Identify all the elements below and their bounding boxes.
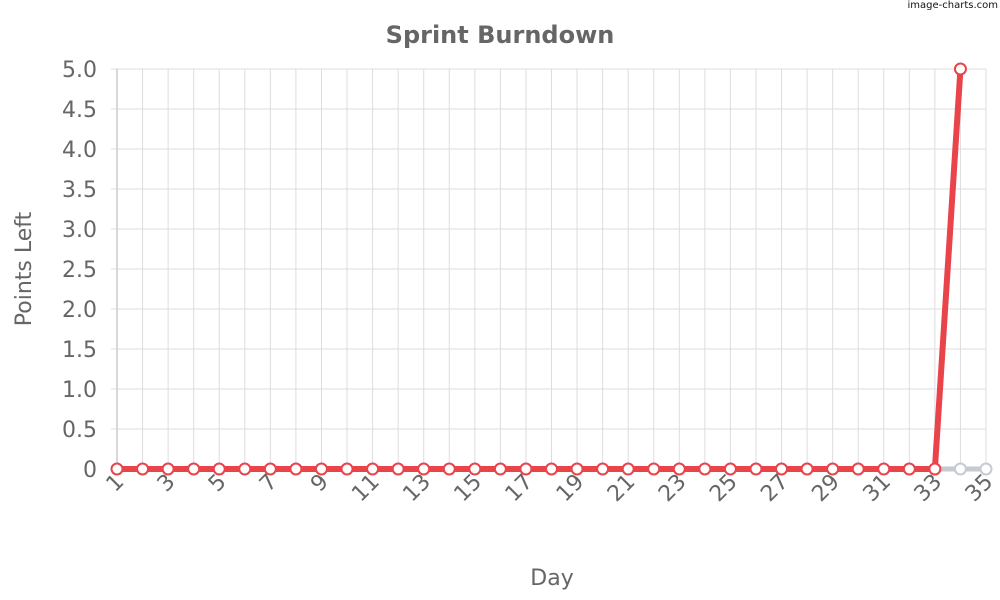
y-tick-label: 0 bbox=[83, 458, 97, 483]
data-point-actual bbox=[442, 462, 456, 476]
x-tick-label: 23 bbox=[654, 470, 691, 507]
data-point-actual bbox=[212, 462, 226, 476]
data-point-actual bbox=[596, 462, 610, 476]
data-point-actual bbox=[800, 462, 814, 476]
x-tick-label: 31 bbox=[859, 470, 896, 507]
x-axis-title: Day bbox=[530, 566, 573, 591]
data-point-actual bbox=[647, 462, 661, 476]
data-point-actual bbox=[851, 462, 865, 476]
series-line-actual bbox=[117, 68, 964, 472]
x-tick-label: 17 bbox=[501, 470, 538, 507]
x-tick-label: 19 bbox=[552, 470, 589, 507]
y-axis-title: Points Left bbox=[12, 211, 37, 326]
data-point-actual bbox=[187, 462, 201, 476]
x-tick-label: 33 bbox=[910, 470, 947, 507]
data-point-actual bbox=[672, 462, 686, 476]
y-tick-label: 5.0 bbox=[62, 58, 97, 83]
data-point-actual bbox=[902, 462, 916, 476]
chart-title: Sprint Burndown bbox=[386, 21, 615, 49]
x-tick-label: 25 bbox=[705, 470, 742, 507]
y-tick-label: 0.5 bbox=[62, 418, 97, 443]
y-tick-label: 3.5 bbox=[62, 178, 97, 203]
data-point-actual bbox=[519, 462, 533, 476]
y-tick-label: 3.0 bbox=[62, 218, 97, 243]
x-tick-label: 13 bbox=[398, 470, 435, 507]
y-tick-label: 1.0 bbox=[62, 378, 97, 403]
data-point-actual bbox=[289, 462, 303, 476]
data-point-projection bbox=[953, 462, 967, 476]
data-point-actual bbox=[698, 462, 712, 476]
y-tick-label: 4.5 bbox=[62, 98, 97, 123]
y-tick-label: 2.0 bbox=[62, 298, 97, 323]
data-point-actual bbox=[136, 462, 150, 476]
x-tick-label: 11 bbox=[347, 470, 384, 507]
y-tick-label: 1.5 bbox=[62, 338, 97, 363]
data-point-actual bbox=[877, 462, 891, 476]
x-tick-label: 27 bbox=[756, 470, 793, 507]
data-point-actual bbox=[340, 462, 354, 476]
series-layer bbox=[110, 62, 993, 476]
data-point-actual bbox=[570, 462, 584, 476]
data-point-actual bbox=[417, 462, 431, 476]
x-tick-label: 21 bbox=[603, 470, 640, 507]
data-point-actual bbox=[826, 462, 840, 476]
data-point-actual bbox=[749, 462, 763, 476]
data-point-actual bbox=[953, 62, 967, 76]
data-point-actual bbox=[366, 462, 380, 476]
data-point-actual bbox=[238, 462, 252, 476]
data-point-actual bbox=[263, 462, 277, 476]
data-point-actual bbox=[621, 462, 635, 476]
data-point-actual bbox=[493, 462, 507, 476]
data-point-actual bbox=[391, 462, 405, 476]
x-tick-label: 29 bbox=[807, 470, 844, 507]
x-tick-label: 35 bbox=[961, 470, 998, 507]
y-tick-label: 4.0 bbox=[62, 138, 97, 163]
data-point-actual bbox=[723, 462, 737, 476]
data-point-actual bbox=[468, 462, 482, 476]
data-point-actual bbox=[314, 462, 328, 476]
data-point-projection bbox=[979, 462, 993, 476]
data-point-actual bbox=[545, 462, 558, 476]
grid bbox=[111, 68, 987, 475]
data-point-actual bbox=[775, 462, 789, 476]
data-point-actual bbox=[110, 462, 124, 476]
x-tick-label: 15 bbox=[450, 470, 487, 507]
watermark: image-charts.com bbox=[907, 0, 999, 11]
data-point-actual bbox=[928, 462, 942, 476]
y-tick-label: 2.5 bbox=[62, 258, 97, 283]
data-point-actual bbox=[161, 462, 175, 476]
